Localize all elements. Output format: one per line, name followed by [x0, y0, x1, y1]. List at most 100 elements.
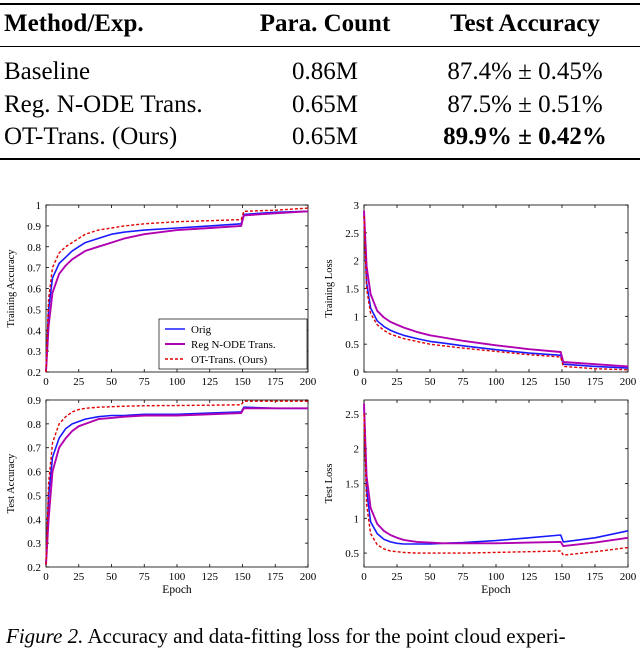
x-tick-label: 50 — [106, 376, 118, 388]
legend-entry: Reg N-ODE Trans. — [191, 339, 276, 351]
y-axis-label: Training Accuracy — [6, 249, 17, 328]
x-tick-label: 200 — [300, 571, 317, 583]
chart-panel: 0 25 50 75 100 125 150 175 200 0.2 0.3 0.4 0.5 0.6 0.7… — [6, 200, 317, 388]
figure-caption: Figure 2. Accuracy and data-fitting loss… — [6, 624, 566, 648]
y-tick-label: 0.5 — [345, 548, 359, 560]
x-tick-label: 75 — [139, 571, 151, 583]
x-tick-label: 175 — [267, 376, 284, 388]
x-tick-label: 150 — [554, 376, 571, 388]
x-tick-label: 50 — [425, 376, 437, 388]
table-cell-method: Baseline — [4, 58, 91, 85]
y-tick-label: 2.5 — [345, 409, 359, 421]
plot-frame — [363, 399, 629, 568]
x-tick-label: 200 — [620, 376, 637, 388]
y-tick-label: 1 — [354, 513, 360, 525]
series-line-2 — [363, 210, 629, 368]
y-tick-label: 2 — [354, 256, 360, 268]
y-tick-label: 0.3 — [27, 346, 41, 358]
y-tick-label: 0.9 — [27, 395, 41, 407]
y-tick-label: 0.7 — [27, 263, 41, 275]
x-tick-label: 75 — [458, 571, 470, 583]
x-tick-label: 100 — [169, 571, 186, 583]
x-tick-label: 25 — [73, 376, 85, 388]
y-axis-label: Test Loss — [324, 464, 335, 504]
x-tick-label: 50 — [106, 571, 118, 583]
table-cell-params: 0.65M — [292, 123, 358, 150]
x-tick-label: 75 — [139, 376, 151, 388]
table-header-accuracy: Test Accuracy — [450, 10, 600, 37]
caption-text: Accuracy and data-fitting loss for the p… — [83, 624, 566, 648]
series-line-3 — [45, 400, 308, 565]
y-tick-label: 0.8 — [27, 242, 41, 254]
series-line-2 — [45, 407, 308, 565]
chart-panel: 0 25 50 75 100 125 150 175 200 0.5 1 1.5 2 2.5 Test Lo… — [324, 399, 637, 596]
series-line-2 — [45, 210, 309, 373]
y-tick-label: 1.5 — [345, 284, 359, 296]
y-axis-label: Training Loss — [324, 259, 335, 317]
y-axis-label: Test Accuracy — [6, 453, 17, 513]
x-tick-label: 125 — [521, 571, 538, 583]
y-tick-label: 0.2 — [27, 367, 41, 379]
y-tick-label: 1 — [354, 311, 360, 323]
y-tick-label: 0.9 — [27, 221, 41, 233]
table-cell-method: Reg. N-ODE Trans. — [4, 91, 203, 118]
x-tick-label: 25 — [392, 571, 404, 583]
table-cell-params: 0.65M — [292, 91, 358, 118]
y-tick-label: 0.5 — [27, 490, 41, 502]
x-tick-label: 100 — [488, 376, 505, 388]
x-tick-label: 0 — [43, 571, 49, 583]
x-tick-label: 100 — [169, 376, 186, 388]
y-tick-label: 0.8 — [27, 419, 41, 431]
x-tick-label: 0 — [361, 376, 367, 388]
x-tick-label: 50 — [425, 571, 437, 583]
x-axis-label: Epoch — [162, 584, 192, 596]
x-tick-label: 100 — [488, 571, 505, 583]
legend-entry: OT-Trans. (Ours) — [191, 354, 268, 366]
y-tick-label: 3 — [354, 200, 360, 212]
table-header-method: Method/Exp. — [4, 10, 144, 37]
plot-frame — [363, 204, 629, 373]
y-tick-label: 0.7 — [27, 443, 41, 455]
training-curves-figure: 0 25 50 75 100 125 150 175 2000.20.30.40.50.60.7… — [6, 200, 637, 596]
y-tick-label: 0 — [354, 367, 360, 379]
x-tick-label: 175 — [267, 571, 284, 583]
y-tick-label: 0.5 — [27, 304, 41, 316]
caption-label: Figure 2. — [6, 624, 84, 648]
x-tick-label: 200 — [300, 376, 317, 388]
y-tick-label: 0.6 — [27, 467, 41, 479]
y-tick-label: 2 — [354, 444, 360, 456]
chart-panel: 0 25 50 75 100 125 150 175 200 0.2 0.3 0.4 0.5 0.6 0.7… — [6, 395, 317, 596]
y-tick-label: 0.6 — [27, 284, 41, 296]
y-tick-label: 0.3 — [27, 538, 41, 550]
y-tick-label: 2.5 — [345, 228, 359, 240]
series-line-1 — [45, 406, 308, 565]
table-cell-accuracy: 87.5% ± 0.51% — [447, 91, 603, 118]
x-tick-label: 150 — [234, 571, 251, 583]
table-header-params: Para. Count — [259, 10, 391, 37]
x-tick-label: 150 — [554, 571, 571, 583]
series-line-2 — [363, 403, 629, 548]
table-cell-params: 0.86M — [292, 58, 358, 85]
x-tick-label: 150 — [234, 376, 251, 388]
x-tick-label: 125 — [202, 571, 219, 583]
table-mid-rule — [0, 46, 640, 47]
y-tick-label: 1.5 — [345, 479, 359, 491]
x-tick-label: 25 — [392, 376, 404, 388]
table-cell-accuracy: 87.4% ± 0.45% — [447, 58, 603, 85]
x-axis-label: Epoch — [481, 584, 511, 596]
legend-entry: Orig — [191, 324, 212, 336]
table-cell-accuracy-best: 89.9% ± 0.42% — [443, 123, 607, 150]
series-line-3 — [363, 216, 629, 371]
series-line-3 — [363, 413, 629, 556]
x-tick-label: 75 — [458, 376, 470, 388]
plot-frame — [45, 399, 309, 568]
x-tick-label: 25 — [73, 571, 85, 583]
y-tick-label: 0.2 — [27, 562, 41, 574]
y-tick-label: 1 — [36, 200, 42, 212]
x-tick-label: 175 — [587, 571, 604, 583]
series-line-3 — [45, 207, 309, 373]
y-tick-label: 0.5 — [345, 339, 359, 351]
chart-panel: 0 25 50 75 100 125 150 175 200 0 0.5 1 1.5 2 2.5 3 Train… — [324, 200, 637, 388]
y-tick-label: 0.4 — [27, 325, 41, 337]
x-tick-label: 125 — [521, 376, 538, 388]
